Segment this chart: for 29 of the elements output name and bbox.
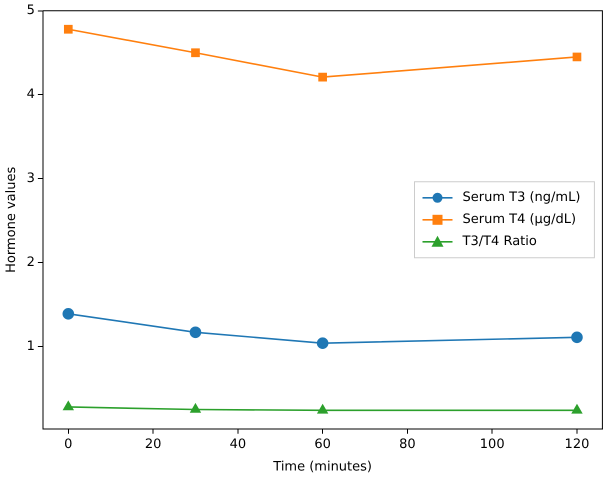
x-tick-label: 80 [399,436,416,452]
point [318,72,327,82]
y-tick-label: 3 [26,171,35,186]
point [316,337,328,349]
legend-label: Serum T4 (μg/dL) [462,212,576,228]
x-tick-label: 40 [230,436,246,452]
point [191,48,200,58]
y-axis-title: Hormone values [4,166,20,273]
point [62,308,74,320]
point [572,52,582,62]
y-tick-label: 4 [26,87,35,102]
y-tick-label: 5 [26,3,35,18]
x-tick-label: 120 [564,436,590,452]
y-tick-label: 2 [26,254,35,270]
point [190,404,201,413]
point [572,404,582,414]
x-tick-label: 100 [480,436,505,452]
legend-label: T3/T4 Ratio [462,234,537,250]
point [571,332,583,344]
x-tick-label: 20 [144,436,162,452]
point [63,401,74,410]
point [318,404,328,414]
x-tick-label: 0 [64,436,72,452]
point [190,326,202,338]
y-tick-label: 1 [26,338,35,354]
x-tick-label: 60 [314,436,331,452]
point [64,24,73,34]
legend-label: Serum T3 (ng/mL) [462,190,580,206]
x-axis-title: Time (minutes) [272,460,372,475]
